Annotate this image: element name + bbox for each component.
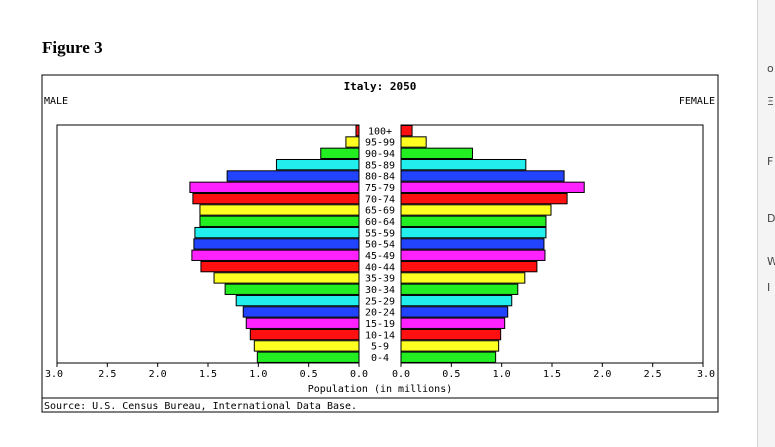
male-bar-5-9 (253, 340, 360, 352)
female-bar-35-39 (400, 272, 526, 284)
x-tick-label: 1.5 (199, 369, 217, 380)
female-bar-15-19 (400, 317, 506, 329)
female-bar-40-44 (400, 260, 538, 273)
side-panel-glyph: W (767, 255, 775, 268)
female-bar-85-89 (400, 158, 527, 171)
male-bar-75-79 (189, 181, 360, 193)
x-tick-label: 2.0 (593, 369, 611, 380)
x-tick-label: 0.0 (392, 369, 410, 380)
age-label: 10-14 (365, 330, 395, 341)
male-bar-65-69 (199, 204, 360, 216)
age-label: 40-44 (365, 262, 395, 273)
age-label: 65-69 (365, 206, 395, 217)
x-tick-label: 3.0 (45, 369, 63, 380)
age-label: 25-29 (365, 296, 395, 307)
female-bar-65-69 (400, 204, 552, 216)
figure-label: Figure 3 (42, 38, 103, 57)
age-label: 100+ (368, 126, 392, 137)
x-tick-label: 2.5 (644, 369, 662, 380)
x-tick-label: 1.0 (249, 369, 267, 380)
male-bar-85-89 (275, 158, 360, 171)
age-label: 20-24 (365, 308, 395, 319)
side-panel-glyph: I (767, 281, 771, 294)
female-label: FEMALE (679, 96, 715, 107)
male-bar-80-84 (226, 170, 360, 182)
female-bar-20-24 (400, 306, 509, 318)
male-bar-35-39 (213, 272, 360, 284)
male-bar-20-24 (242, 306, 360, 318)
male-bar-10-14 (249, 328, 360, 341)
age-label: 5-9 (371, 342, 389, 353)
age-label: 75-79 (365, 183, 395, 194)
x-tick-label: 0.0 (350, 369, 368, 380)
x-ticks-group: 3.0 2.5 2.0 1.5 1.0 0.5 0.0 0.0 0.5 1.0 1.5 2.0 2.5 3… (45, 362, 715, 380)
x-axis-label: Population (in millions) (308, 384, 453, 395)
x-tick-label: 1.0 (493, 369, 511, 380)
female-bar-10-14 (400, 328, 502, 341)
female-bar-45-49 (400, 249, 546, 261)
chart-outer-frame (41, 74, 719, 413)
side-panel-glyph: Ξ (767, 95, 774, 108)
age-label: 30-34 (365, 285, 395, 296)
age-label: 85-89 (365, 160, 395, 171)
female-bar-30-34 (400, 283, 519, 295)
bars-group (189, 125, 585, 363)
age-label: 45-49 (365, 251, 395, 262)
side-panel-glyph: D (767, 212, 775, 225)
side-panel-glyph: o (767, 62, 774, 75)
age-label: 0-4 (371, 353, 389, 364)
age-label: 60-64 (365, 217, 395, 228)
female-bar-50-54 (400, 238, 545, 250)
male-bar-15-19 (245, 317, 360, 329)
age-labels-group: 100+95-9990-9485-8980-8475-7970-7465-696… (365, 126, 395, 364)
age-label: 70-74 (365, 194, 395, 205)
male-bar-70-74 (192, 192, 360, 205)
female-bar-75-79 (400, 181, 585, 193)
age-label: 55-59 (365, 228, 395, 239)
age-label: 15-19 (365, 319, 395, 330)
source-note: Source: U.S. Census Bureau, Internationa… (44, 401, 357, 412)
male-bar-25-29 (235, 294, 360, 307)
female-bar-60-64 (400, 215, 547, 227)
x-tick-label: 1.5 (543, 369, 561, 380)
male-bar-0-4 (256, 351, 360, 363)
female-bar-25-29 (400, 294, 513, 307)
male-bar-30-34 (224, 283, 360, 295)
female-bar-80-84 (400, 170, 565, 182)
male-bar-55-59 (194, 226, 360, 239)
female-bar-100+ (400, 125, 413, 137)
male-bar-60-64 (199, 215, 360, 227)
male-bar-50-54 (193, 238, 360, 250)
male-label: MALE (44, 96, 68, 107)
chart-title: Italy: 2050 (344, 80, 417, 93)
age-label: 50-54 (365, 240, 395, 251)
female-bar-5-9 (400, 340, 500, 352)
x-tick-label: 0.5 (442, 369, 460, 380)
male-bar-90-94 (320, 147, 360, 159)
female-bar-95-99 (400, 136, 427, 148)
male-bar-40-44 (200, 260, 360, 273)
female-bar-70-74 (400, 192, 568, 205)
age-label: 90-94 (365, 149, 395, 160)
x-tick-label: 2.0 (149, 369, 167, 380)
male-bar-95-99 (345, 136, 360, 148)
female-bar-55-59 (400, 226, 547, 239)
male-bar-100+ (355, 125, 360, 137)
side-panel-glyph: F (767, 155, 774, 168)
x-tick-label: 2.5 (98, 369, 116, 380)
female-bar-0-4 (400, 351, 497, 363)
age-label: 95-99 (365, 138, 395, 149)
x-tick-label: 3.0 (697, 369, 715, 380)
male-bar-45-49 (191, 249, 360, 261)
age-label: 80-84 (365, 172, 395, 183)
female-bar-90-94 (400, 147, 473, 159)
age-label: 35-39 (365, 274, 395, 285)
browser-side-panel (757, 0, 775, 447)
x-tick-label: 0.5 (300, 369, 318, 380)
